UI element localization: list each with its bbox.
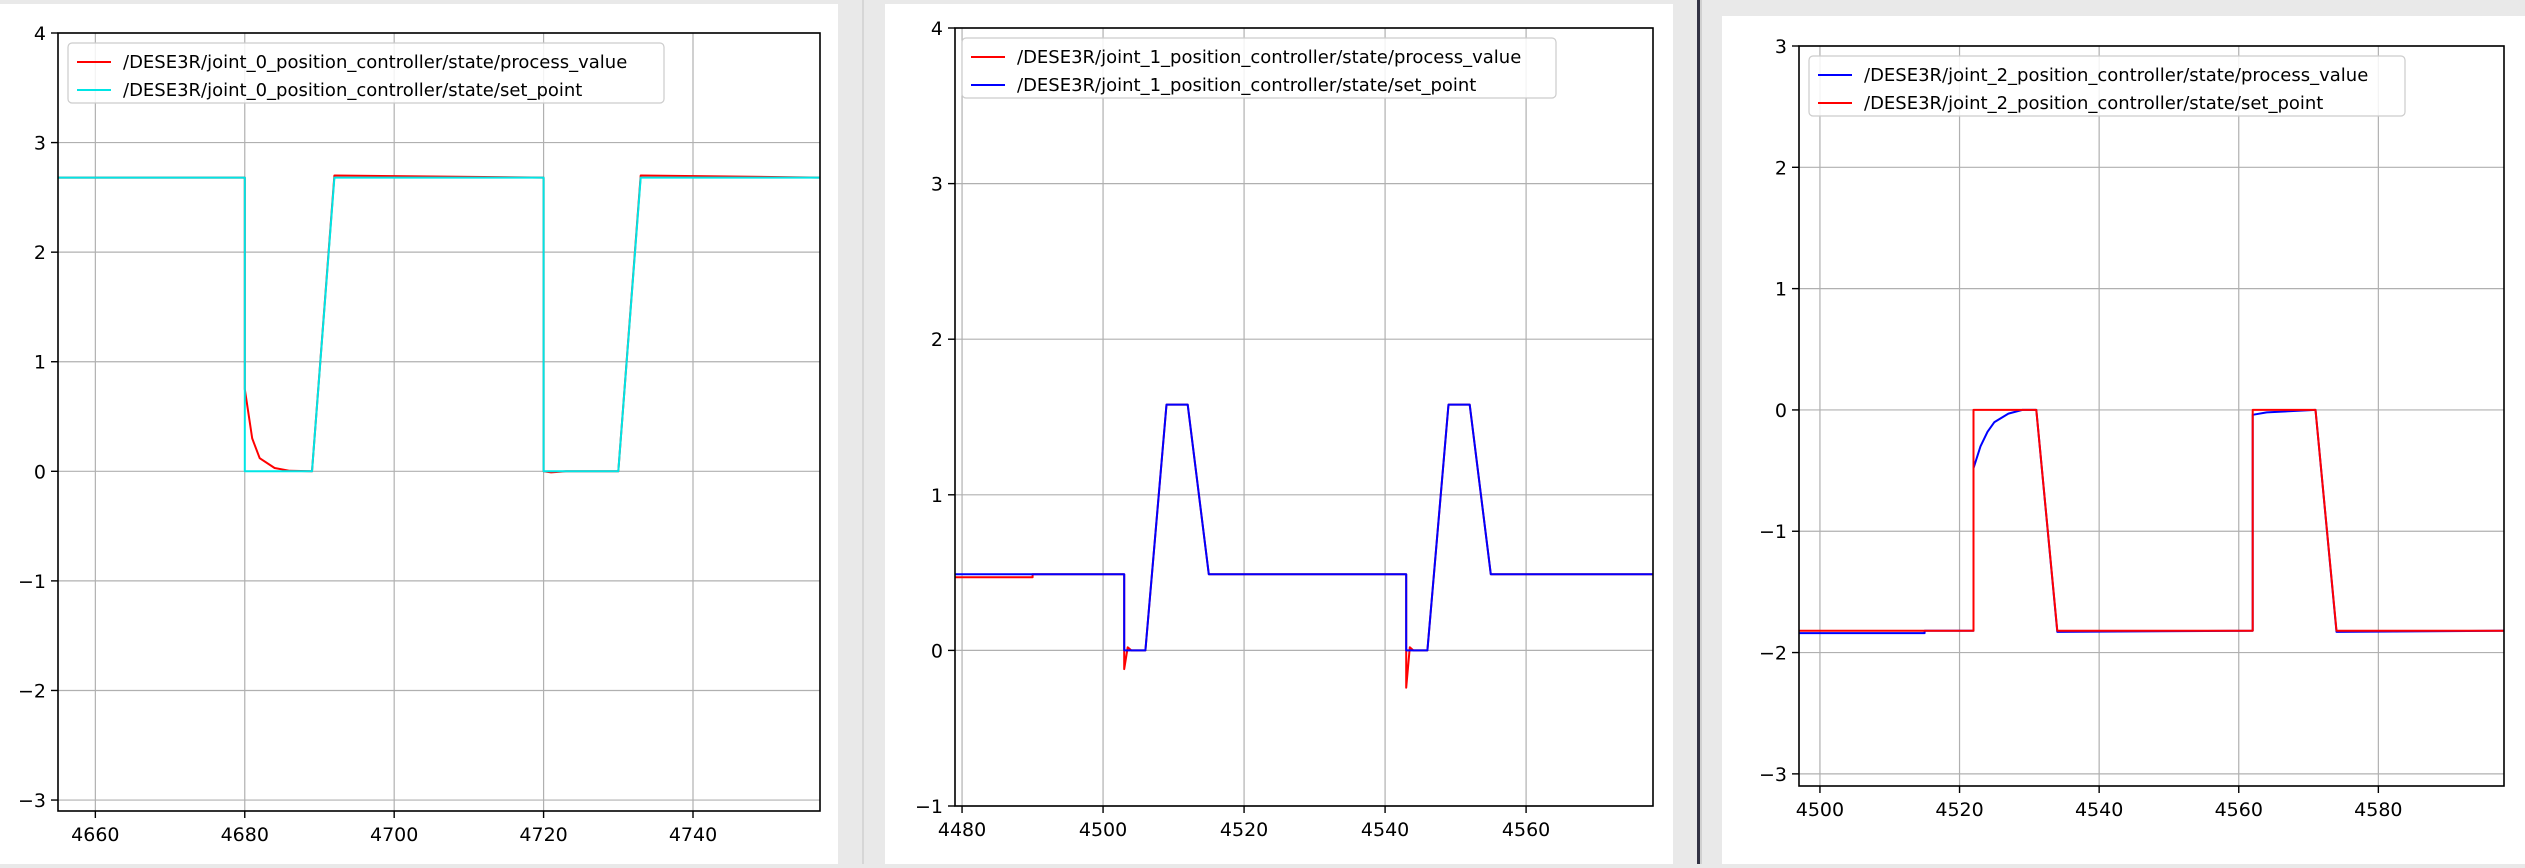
x-tick-label: 4700	[370, 824, 418, 846]
legend-box	[961, 37, 1557, 99]
joint-1-chart: 4480 4500 4520 4540 4560 −1 0 1 2 3 4/DESE3R/joint…	[915, 18, 1654, 841]
y-tick-label: 3	[34, 133, 46, 155]
x-tick-label: 4480	[938, 819, 986, 841]
legend-label: /DESE3R/joint_1_position_controller/stat…	[1017, 47, 1521, 68]
y-tick-label: −1	[1759, 521, 1787, 543]
y-tick-label: −1	[18, 571, 46, 593]
y-tick-label: 2	[34, 242, 46, 264]
chart-panel-joint-1: 4480 4500 4520 4540 4560 −1 0 1 2 3 4/DESE3R/joint…	[885, 4, 1673, 864]
chart-panel-joint-0: 4660 4680 4700 4720 4740 −3 −2 −1 0 1 2 3 4/DESE3R/j…	[0, 4, 838, 864]
x-tick-label: 4560	[2215, 799, 2263, 821]
y-tick-label: −2	[1759, 643, 1787, 665]
x-tick-label: 4680	[221, 824, 269, 846]
legend-label: /DESE3R/joint_1_position_controller/stat…	[1017, 75, 1476, 96]
x-tick-label: 4660	[71, 824, 119, 846]
window-divider	[862, 0, 864, 864]
y-tick-label: 2	[931, 329, 943, 351]
x-tick-label: 4560	[1502, 819, 1550, 841]
y-tick-label: 1	[1775, 279, 1787, 301]
legend-label: /DESE3R/joint_2_position_controller/stat…	[1864, 93, 2323, 114]
x-tick-label: 4740	[669, 824, 717, 846]
x-tick-label: 4720	[519, 824, 567, 846]
chart-panel-joint-2: 4500 4520 4540 4560 4580 −3 −2 −1 0 1 2 3/DESE3R/jo…	[1722, 16, 2525, 864]
legend-box	[1808, 55, 2406, 117]
series-line-1	[58, 176, 820, 473]
plot-frame	[57, 32, 821, 812]
series-line-1	[955, 403, 1653, 652]
joint-0-chart: 4660 4680 4700 4720 4740 −3 −2 −1 0 1 2 3 4/DESE3R/j…	[18, 23, 821, 846]
legend-label: /DESE3R/joint_2_position_controller/stat…	[1864, 65, 2368, 86]
series-line-1	[1799, 408, 2504, 632]
x-tick-label: 4540	[1361, 819, 1409, 841]
y-tick-label: 3	[1775, 36, 1787, 58]
y-tick-label: 1	[931, 485, 943, 507]
y-tick-label: 4	[931, 18, 943, 40]
x-tick-label: 4580	[2354, 799, 2402, 821]
x-tick-label: 4500	[1079, 819, 1127, 841]
y-tick-label: −3	[1759, 764, 1787, 786]
plot-frame	[1798, 45, 2505, 787]
window-divider	[1697, 0, 1700, 864]
y-tick-label: 3	[931, 174, 943, 196]
y-tick-label: 0	[931, 640, 943, 662]
y-tick-label: −2	[18, 680, 46, 702]
y-tick-label: 2	[1775, 157, 1787, 179]
x-tick-label: 4500	[1796, 799, 1844, 821]
y-tick-label: 0	[34, 461, 46, 483]
window-divider	[1700, 0, 1702, 864]
y-tick-label: 4	[34, 23, 46, 45]
x-tick-label: 4520	[1220, 819, 1268, 841]
plot-frame	[954, 27, 1654, 807]
y-tick-label: −3	[18, 790, 46, 812]
y-tick-label: 1	[34, 352, 46, 374]
series-line-0	[58, 174, 820, 474]
series-line-0	[1799, 408, 2504, 635]
legend-label: /DESE3R/joint_0_position_controller/stat…	[123, 52, 627, 73]
y-tick-label: 0	[1775, 400, 1787, 422]
y-tick-label: −1	[915, 796, 943, 818]
joint-2-chart: 4500 4520 4540 4560 4580 −3 −2 −1 0 1 2 3/DESE3R/jo…	[1759, 36, 2505, 821]
x-tick-label: 4540	[2075, 799, 2123, 821]
series-line-0	[955, 403, 1653, 689]
legend-label: /DESE3R/joint_0_position_controller/stat…	[123, 80, 582, 101]
x-tick-label: 4520	[1935, 799, 1983, 821]
legend-box	[67, 42, 665, 104]
